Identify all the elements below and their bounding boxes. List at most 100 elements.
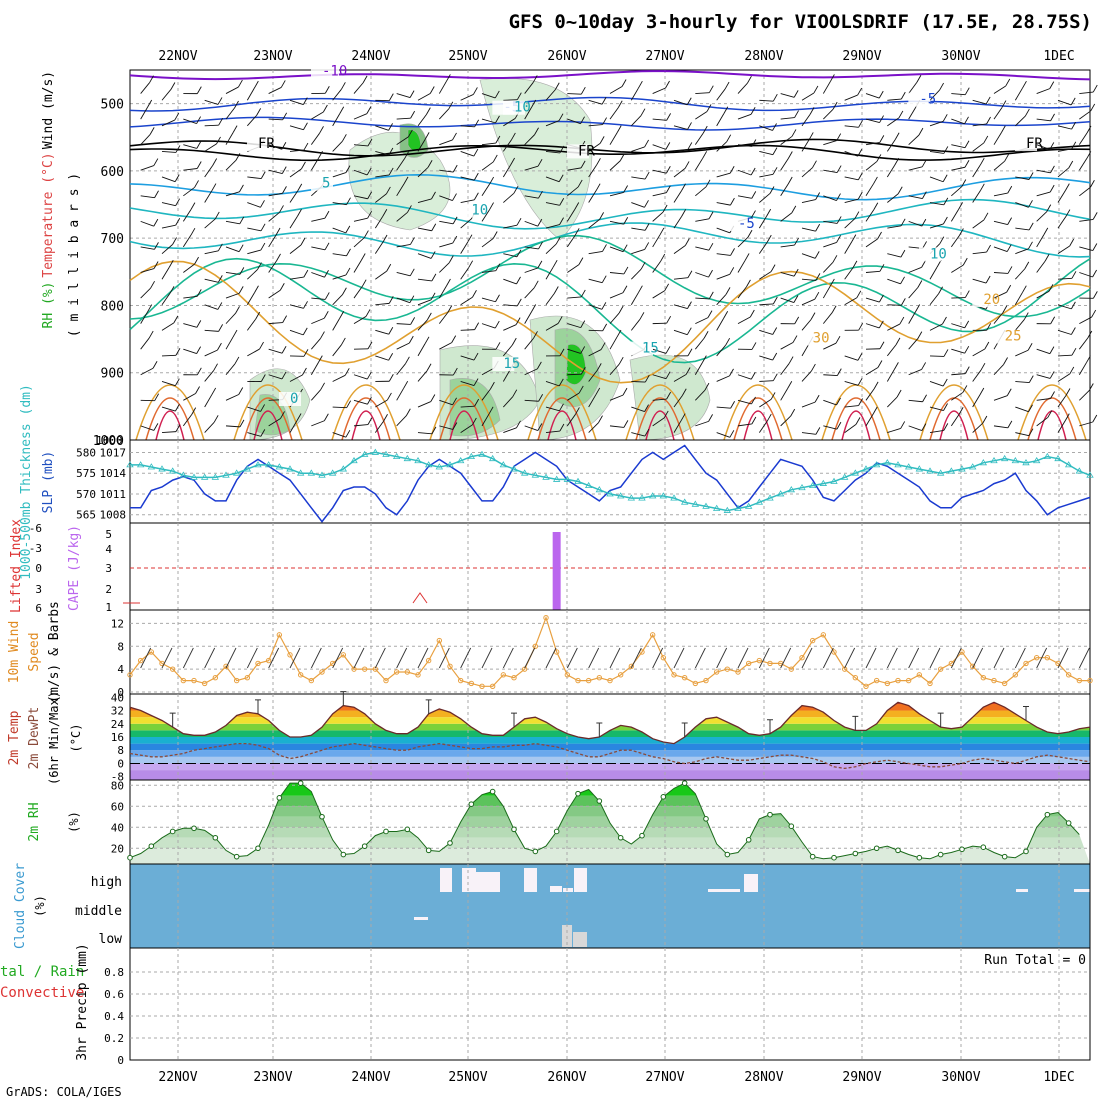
wind-barb xyxy=(801,319,812,331)
wind-barb-flag xyxy=(772,147,778,155)
rh-marker xyxy=(383,828,389,835)
wind-barb-flag xyxy=(665,80,670,89)
wind-barb xyxy=(929,647,941,669)
wind-barb-flag xyxy=(787,381,793,389)
wind-barb xyxy=(1078,647,1090,669)
cloud-row-label: high xyxy=(91,875,122,890)
isotherm-line xyxy=(129,96,1091,112)
wind-barb-flag xyxy=(962,385,968,393)
wind-barb xyxy=(481,413,490,427)
wind-barb xyxy=(844,355,859,361)
wind-barb-flag xyxy=(154,393,160,401)
isotherm-label: -10 xyxy=(322,63,347,79)
wind-barb-flag xyxy=(255,311,261,320)
wind-barb xyxy=(375,355,389,361)
wind-barb xyxy=(822,312,833,324)
precip-tick: 0.4 xyxy=(104,1010,124,1023)
wind-barb-flag xyxy=(195,386,200,394)
wind-barb-flag xyxy=(986,116,991,125)
warm-isotherm xyxy=(547,410,577,441)
wind-barb xyxy=(631,227,646,231)
thickness-marker xyxy=(1086,471,1094,478)
rh-marker xyxy=(361,843,368,849)
thickness-marker xyxy=(595,486,604,493)
wind-barb xyxy=(823,220,838,224)
rh-marker xyxy=(639,832,645,839)
wind-barb xyxy=(353,195,368,200)
wind-barb-flag xyxy=(489,381,495,390)
rh-marker xyxy=(575,790,581,797)
rh-tick: 80 xyxy=(111,779,124,792)
wind-barb-flag xyxy=(367,138,373,147)
wind-barb-flag xyxy=(580,86,586,95)
wind-speed-marker xyxy=(255,660,261,667)
wind-barb-flag xyxy=(1043,227,1049,236)
thickness-marker xyxy=(947,467,956,474)
wind-barb-flag xyxy=(1049,184,1055,193)
wind-barb xyxy=(823,241,837,248)
wind-barb xyxy=(758,215,768,229)
thickness-marker xyxy=(179,471,188,478)
wind-barb-flag xyxy=(424,132,430,140)
wind-barb xyxy=(310,157,319,171)
wind-barb xyxy=(374,420,384,433)
wind-barb-flag xyxy=(921,159,927,168)
wind-barb xyxy=(353,82,364,94)
wind-barb-flag xyxy=(533,280,539,289)
wind-barb-flag xyxy=(281,166,287,174)
cloud-clear-block xyxy=(440,868,452,892)
wind-barb-flag xyxy=(280,411,285,419)
wind-barb-flag xyxy=(281,142,287,150)
wind-barb-flag xyxy=(1092,84,1098,93)
wind-barb xyxy=(865,183,874,197)
wind-barb xyxy=(631,176,646,180)
wind-speed-marker xyxy=(841,666,848,672)
wind-barb xyxy=(375,193,387,203)
wind-barb xyxy=(716,88,726,101)
wind-barb xyxy=(375,150,389,156)
thickness-marker xyxy=(286,465,294,472)
wind-barb xyxy=(396,323,411,325)
wind-barb xyxy=(1057,125,1072,130)
wind-barb xyxy=(246,647,258,669)
wind-barb-flag xyxy=(424,336,430,345)
isotherm-line xyxy=(129,222,1091,258)
wind-barb xyxy=(780,212,793,222)
wind-barb-flag xyxy=(495,342,501,350)
wind-barb-flag xyxy=(339,106,345,114)
ylabel-speed: Speed xyxy=(27,632,42,671)
wind-barb-flag xyxy=(617,100,623,108)
wind-barb-flag xyxy=(900,91,906,100)
bottom-day-label: 30NOV xyxy=(941,1070,980,1085)
wind-barb xyxy=(929,381,944,387)
wind-barb-flag xyxy=(148,330,154,339)
wind-barb xyxy=(972,190,981,203)
wind-speed-marker xyxy=(607,677,613,684)
rh-marker xyxy=(724,851,731,858)
wind-barb xyxy=(865,209,875,222)
wind-barb xyxy=(353,144,368,147)
wind-barb xyxy=(353,286,363,299)
wind-barb-flag xyxy=(403,380,409,389)
wind-barb-flag xyxy=(1028,241,1033,250)
thickness-marker xyxy=(680,498,689,505)
wind-barb-flag xyxy=(873,176,878,185)
wind-barb xyxy=(374,241,384,254)
wind-barb xyxy=(759,329,773,335)
wind-barb-flag xyxy=(495,263,501,271)
temp-band xyxy=(130,756,1090,764)
wind-barb-flag xyxy=(1050,391,1055,399)
thickness-marker xyxy=(894,461,902,468)
wind-barb xyxy=(161,431,176,434)
wind-barb-flag xyxy=(559,198,565,206)
wind-speed-marker xyxy=(393,669,400,675)
wind-barb xyxy=(972,99,987,105)
wind-barb xyxy=(204,124,219,127)
wind-barb-flag xyxy=(621,79,627,87)
ylabel-precip: 3hr Precip (mm) xyxy=(75,943,90,1060)
wind-barb-flag xyxy=(939,236,945,244)
wind-barb-flag xyxy=(1022,80,1027,89)
isotherm-label: -5 xyxy=(919,92,936,108)
ylabel-slp: SLP (mb) xyxy=(41,451,56,514)
